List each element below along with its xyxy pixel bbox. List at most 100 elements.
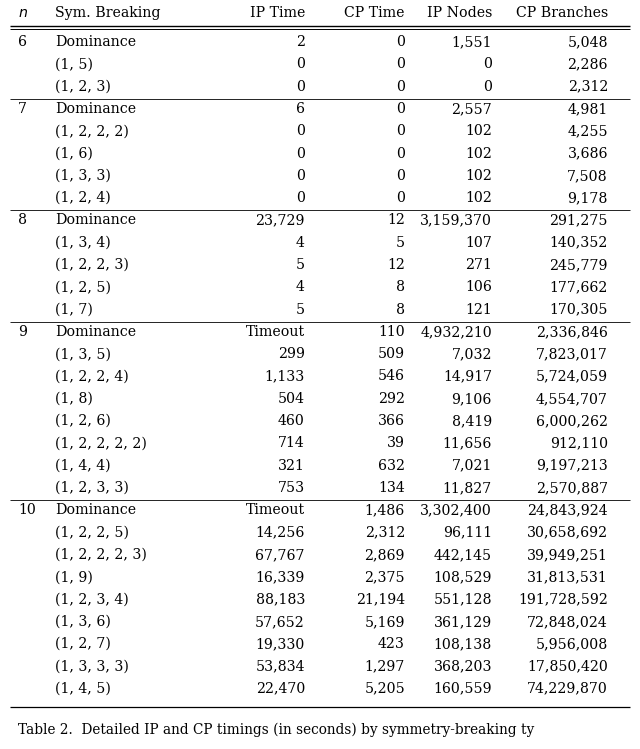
Text: CP Branches: CP Branches (516, 6, 608, 20)
Text: 361,129: 361,129 (434, 615, 492, 629)
Text: 31,813,531: 31,813,531 (527, 570, 608, 584)
Text: 0: 0 (396, 169, 405, 183)
Text: 102: 102 (465, 191, 492, 205)
Text: 177,662: 177,662 (550, 280, 608, 294)
Text: 7: 7 (18, 102, 27, 116)
Text: 0: 0 (396, 79, 405, 94)
Text: 442,145: 442,145 (434, 548, 492, 562)
Text: 5: 5 (296, 303, 305, 317)
Text: 7,823,017: 7,823,017 (536, 348, 608, 361)
Text: 88,183: 88,183 (255, 592, 305, 607)
Text: 7,508: 7,508 (568, 169, 608, 183)
Text: 9: 9 (18, 325, 27, 339)
Text: 546: 546 (378, 369, 405, 383)
Text: 21,194: 21,194 (356, 592, 405, 607)
Text: 1,486: 1,486 (365, 503, 405, 518)
Text: 8: 8 (396, 303, 405, 317)
Text: 3,159,370: 3,159,370 (420, 213, 492, 228)
Text: 2,375: 2,375 (364, 570, 405, 584)
Text: 8,419: 8,419 (452, 414, 492, 428)
Text: 4,981: 4,981 (568, 102, 608, 116)
Text: 8: 8 (18, 213, 27, 228)
Text: 291,275: 291,275 (550, 213, 608, 228)
Text: (1, 2, 2, 3): (1, 2, 2, 3) (55, 258, 129, 272)
Text: (1, 6): (1, 6) (55, 147, 93, 160)
Text: 67,767: 67,767 (255, 548, 305, 562)
Text: 106: 106 (465, 280, 492, 294)
Text: 2,557: 2,557 (451, 102, 492, 116)
Text: 53,834: 53,834 (255, 659, 305, 673)
Text: 0: 0 (396, 102, 405, 116)
Text: Dominance: Dominance (55, 503, 136, 518)
Text: 4,554,707: 4,554,707 (536, 392, 608, 406)
Text: 7,021: 7,021 (452, 458, 492, 473)
Text: 509: 509 (378, 348, 405, 361)
Text: 2,570,887: 2,570,887 (536, 481, 608, 495)
Text: 5,205: 5,205 (364, 682, 405, 696)
Text: 912,110: 912,110 (550, 437, 608, 450)
Text: 9,178: 9,178 (568, 191, 608, 205)
Text: 2,312: 2,312 (568, 79, 608, 94)
Text: (1, 3, 3, 3): (1, 3, 3, 3) (55, 659, 129, 673)
Text: IP Nodes: IP Nodes (427, 6, 492, 20)
Text: Dominance: Dominance (55, 102, 136, 116)
Text: Sym. Breaking: Sym. Breaking (55, 6, 161, 20)
Text: 110: 110 (378, 325, 405, 339)
Text: (1, 4, 4): (1, 4, 4) (55, 458, 111, 473)
Text: (1, 2, 3): (1, 2, 3) (55, 79, 111, 94)
Text: 39: 39 (387, 437, 405, 450)
Text: 22,470: 22,470 (255, 682, 305, 696)
Text: 423: 423 (378, 637, 405, 651)
Text: (1, 8): (1, 8) (55, 392, 93, 406)
Text: (1, 2, 7): (1, 2, 7) (55, 637, 111, 651)
Text: 170,305: 170,305 (550, 303, 608, 317)
Text: 39,949,251: 39,949,251 (527, 548, 608, 562)
Text: 0: 0 (396, 124, 405, 139)
Text: (1, 2, 2, 2, 2): (1, 2, 2, 2, 2) (55, 437, 147, 450)
Text: Dominance: Dominance (55, 325, 136, 339)
Text: (1, 2, 2, 4): (1, 2, 2, 4) (55, 369, 129, 383)
Text: 0: 0 (396, 147, 405, 160)
Text: Dominance: Dominance (55, 213, 136, 228)
Text: 0: 0 (396, 191, 405, 205)
Text: 12: 12 (387, 258, 405, 272)
Text: CP Time: CP Time (344, 6, 405, 20)
Text: 14,917: 14,917 (443, 369, 492, 383)
Text: 3,302,400: 3,302,400 (420, 503, 492, 518)
Text: 23,729: 23,729 (255, 213, 305, 228)
Text: 0: 0 (296, 147, 305, 160)
Text: 108,529: 108,529 (433, 570, 492, 584)
Text: 24,843,924: 24,843,924 (527, 503, 608, 518)
Text: 0: 0 (296, 79, 305, 94)
Text: 30,658,692: 30,658,692 (527, 526, 608, 539)
Text: Timeout: Timeout (246, 503, 305, 518)
Text: 1,551: 1,551 (451, 35, 492, 49)
Text: 5,048: 5,048 (568, 35, 608, 49)
Text: 4: 4 (296, 236, 305, 249)
Text: 271: 271 (465, 258, 492, 272)
Text: 368,203: 368,203 (433, 659, 492, 673)
Text: Table 2.  Detailed IP and CP timings (in seconds) by symmetry-breaking ty: Table 2. Detailed IP and CP timings (in … (18, 723, 534, 738)
Text: 108,138: 108,138 (434, 637, 492, 651)
Text: (1, 2, 2, 2, 3): (1, 2, 2, 2, 3) (55, 548, 147, 562)
Text: (1, 5): (1, 5) (55, 58, 93, 71)
Text: 3,686: 3,686 (568, 147, 608, 160)
Text: 107: 107 (465, 236, 492, 249)
Text: 0: 0 (296, 191, 305, 205)
Text: 2,869: 2,869 (365, 548, 405, 562)
Text: IP Time: IP Time (250, 6, 305, 20)
Text: 714: 714 (278, 437, 305, 450)
Text: 121: 121 (465, 303, 492, 317)
Text: 11,827: 11,827 (443, 481, 492, 495)
Text: 0: 0 (296, 124, 305, 139)
Text: 72,848,024: 72,848,024 (527, 615, 608, 629)
Text: 1,133: 1,133 (265, 369, 305, 383)
Text: 10: 10 (18, 503, 36, 518)
Text: (1, 2, 6): (1, 2, 6) (55, 414, 111, 428)
Text: 9,197,213: 9,197,213 (536, 458, 608, 473)
Text: 1,297: 1,297 (365, 659, 405, 673)
Text: 460: 460 (278, 414, 305, 428)
Text: $n$: $n$ (18, 6, 28, 20)
Text: 245,779: 245,779 (550, 258, 608, 272)
Text: 5,724,059: 5,724,059 (536, 369, 608, 383)
